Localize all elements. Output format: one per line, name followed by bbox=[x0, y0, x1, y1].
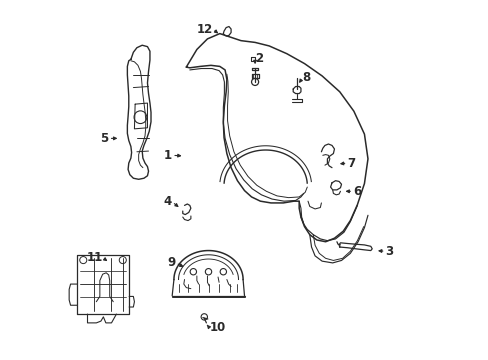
Text: 5: 5 bbox=[100, 132, 108, 145]
Text: 9: 9 bbox=[167, 256, 175, 269]
Text: 3: 3 bbox=[385, 245, 393, 258]
Text: 1: 1 bbox=[163, 149, 172, 162]
Text: 2: 2 bbox=[255, 52, 263, 65]
Text: 8: 8 bbox=[302, 71, 310, 84]
Text: 6: 6 bbox=[352, 185, 361, 198]
Text: 11: 11 bbox=[86, 251, 102, 264]
Text: 7: 7 bbox=[347, 157, 355, 170]
Text: 12: 12 bbox=[196, 23, 212, 36]
Text: 4: 4 bbox=[163, 195, 172, 208]
Text: 10: 10 bbox=[209, 321, 225, 334]
